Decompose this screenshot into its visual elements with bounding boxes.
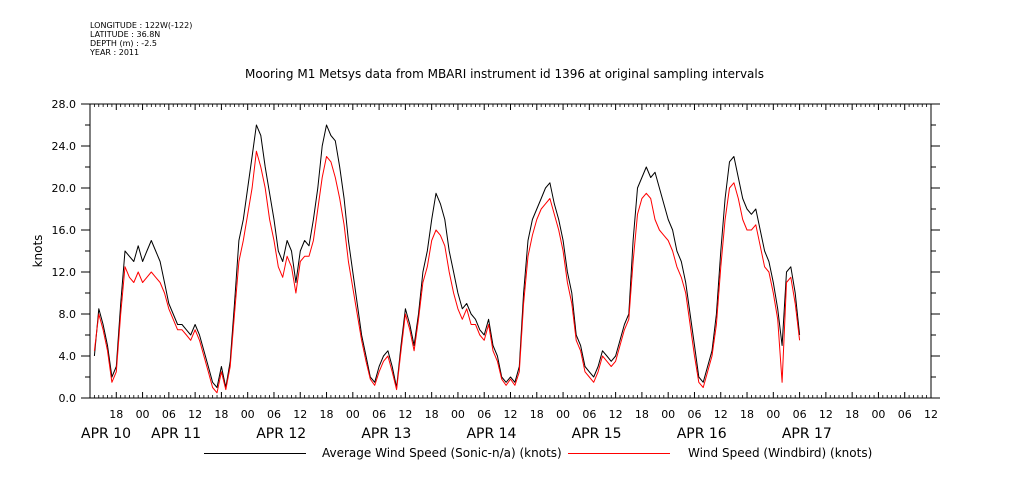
date-label: APR 17 [782, 426, 832, 442]
longitude-label: LONGITUDE : 122W(-122) [90, 21, 193, 30]
x-tick-label: 18 [109, 408, 123, 421]
x-tick-label: 12 [819, 408, 833, 421]
x-tick-label: 00 [451, 408, 465, 421]
y-tick-label: 16.0 [52, 224, 77, 237]
date-label: APR 11 [151, 426, 201, 442]
date-label: APR 15 [572, 426, 622, 442]
x-tick-label: 12 [293, 408, 307, 421]
x-tick-label: 00 [136, 408, 150, 421]
x-tick-label: 12 [504, 408, 518, 421]
x-tick-label: 06 [477, 408, 491, 421]
legend: Average Wind Speed (Sonic-n/a) (knots) W… [0, 444, 1009, 464]
year-label: YEAR : 2011 [90, 48, 140, 57]
legend-label-wind-speed-windbird: Wind Speed (Windbird) (knots) [688, 446, 873, 460]
x-tick-label: 06 [582, 408, 596, 421]
date-label: APR 10 [81, 426, 131, 442]
date-label: APR 13 [361, 426, 411, 442]
y-tick-label: 8.0 [59, 308, 77, 321]
x-tick-label: 00 [871, 408, 885, 421]
depth-label: DEPTH (m) : -2.5 [90, 39, 157, 48]
x-tick-label: 06 [687, 408, 701, 421]
x-tick-label: 00 [346, 408, 360, 421]
chart-title: Mooring M1 Metsys data from MBARI instru… [245, 67, 764, 81]
x-tick-label: 18 [530, 408, 544, 421]
date-label: APR 14 [466, 426, 516, 442]
x-tick-label: 06 [793, 408, 807, 421]
y-tick-label: 4.0 [59, 350, 77, 363]
x-tick-label: 06 [898, 408, 912, 421]
y-tick-label: 28.0 [52, 98, 77, 111]
x-tick-label: 18 [845, 408, 859, 421]
series-layer [93, 124, 801, 394]
x-tick-label: 18 [740, 408, 754, 421]
x-tick-label: 18 [214, 408, 228, 421]
x-tick-label: 12 [714, 408, 728, 421]
y-axis-label: knots [31, 235, 45, 268]
x-tick-label: 00 [766, 408, 780, 421]
legend-label-average-wind-speed: Average Wind Speed (Sonic-n/a) (knots) [322, 446, 562, 460]
legend-swatch-wind-speed-windbird [568, 453, 670, 454]
series-line-average-wind-speed [93, 124, 801, 388]
x-tick-label: 06 [162, 408, 176, 421]
x-tick-label: 00 [661, 408, 675, 421]
x-tick-label: 12 [924, 408, 938, 421]
y-tick-label: 20.0 [52, 182, 77, 195]
date-label: APR 16 [677, 426, 727, 442]
y-tick-label: 0.0 [59, 392, 77, 405]
plot-frame [89, 103, 932, 399]
x-tick-label: 12 [188, 408, 202, 421]
x-tick-label: 18 [635, 408, 649, 421]
metadata-block: LONGITUDE : 122W(-122) LATITUDE : 36.8N … [90, 21, 192, 57]
series-line-wind-speed-windbird [93, 150, 801, 394]
x-tick-label: 00 [556, 408, 570, 421]
x-tick-label: 06 [372, 408, 386, 421]
x-tick-label: 12 [609, 408, 623, 421]
x-tick-label: 18 [425, 408, 439, 421]
x-tick-label: 18 [320, 408, 334, 421]
latitude-label: LATITUDE : 36.8N [90, 30, 161, 39]
date-label: APR 12 [256, 426, 306, 442]
x-tick-label: 06 [267, 408, 281, 421]
x-tick-label: 12 [398, 408, 412, 421]
y-tick-label: 12.0 [52, 266, 77, 279]
y-tick-label: 24.0 [52, 140, 77, 153]
x-tick-label: 00 [241, 408, 255, 421]
axes-layer: 18 00 06 12 18 00 06 12 18 00 06 12 18 00 06 12 18 00 06 12… [31, 98, 940, 442]
legend-swatch-average-wind-speed [204, 453, 306, 454]
